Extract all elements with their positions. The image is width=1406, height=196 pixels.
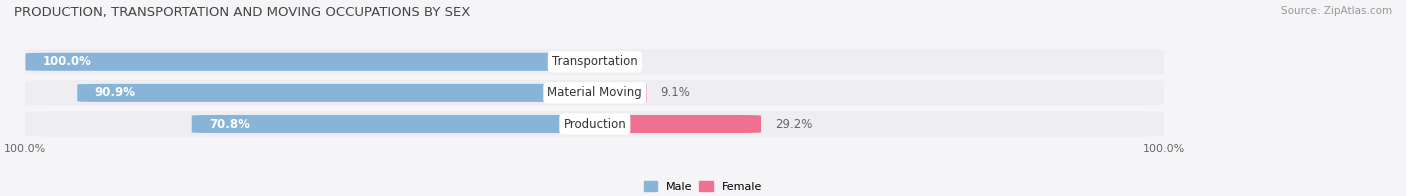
FancyBboxPatch shape bbox=[595, 115, 761, 133]
FancyBboxPatch shape bbox=[77, 84, 595, 102]
Text: Material Moving: Material Moving bbox=[547, 86, 643, 99]
FancyBboxPatch shape bbox=[595, 84, 647, 102]
Text: Transportation: Transportation bbox=[553, 55, 638, 68]
FancyBboxPatch shape bbox=[191, 115, 595, 133]
Text: 29.2%: 29.2% bbox=[775, 118, 813, 131]
Text: Production: Production bbox=[564, 118, 626, 131]
FancyBboxPatch shape bbox=[25, 111, 1164, 137]
Legend: Male, Female: Male, Female bbox=[640, 177, 766, 196]
Text: 90.9%: 90.9% bbox=[94, 86, 135, 99]
Text: Source: ZipAtlas.com: Source: ZipAtlas.com bbox=[1281, 6, 1392, 16]
Text: 100.0%: 100.0% bbox=[42, 55, 91, 68]
Text: PRODUCTION, TRANSPORTATION AND MOVING OCCUPATIONS BY SEX: PRODUCTION, TRANSPORTATION AND MOVING OC… bbox=[14, 6, 471, 19]
FancyBboxPatch shape bbox=[25, 49, 1164, 74]
Text: 9.1%: 9.1% bbox=[661, 86, 690, 99]
FancyBboxPatch shape bbox=[25, 80, 1164, 106]
FancyBboxPatch shape bbox=[25, 53, 595, 71]
Text: 0.0%: 0.0% bbox=[609, 55, 638, 68]
Text: 70.8%: 70.8% bbox=[208, 118, 250, 131]
